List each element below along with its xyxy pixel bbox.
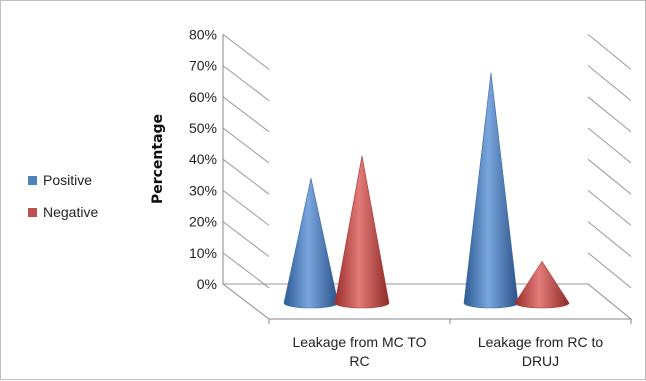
- gridline-left: [222, 96, 270, 133]
- legend-label: Positive: [43, 172, 92, 188]
- cone-body: [463, 72, 519, 309]
- y-tick-label: 30%: [189, 182, 217, 198]
- gridline-left: [222, 127, 270, 164]
- gridline-right: [587, 190, 632, 226]
- legend-swatch: [28, 208, 37, 217]
- gridline-right: [587, 158, 632, 195]
- gridline-left: [222, 221, 270, 257]
- cone-body: [283, 178, 339, 309]
- gridlines: [222, 34, 632, 320]
- gridline-left: [222, 190, 270, 226]
- y-tick-label: 40%: [189, 151, 217, 167]
- cone-body: [334, 155, 390, 309]
- gridline-right: [587, 96, 632, 133]
- category-label: RC: [349, 353, 369, 369]
- cone-negative-1: [334, 155, 390, 309]
- gridline-left: [222, 158, 270, 195]
- gridline-right: [587, 252, 632, 289]
- y-tick-label: 0%: [197, 276, 217, 292]
- gridline-right: [587, 65, 632, 101]
- y-tick-labels: 0% 10% 20% 30% 40% 50% 60% 70% 80%: [189, 26, 217, 292]
- cone-positive-1: [283, 178, 339, 309]
- gridline-left: [222, 65, 270, 101]
- legend-swatch: [28, 176, 37, 185]
- category-label: DRUJ: [522, 353, 559, 369]
- gridline-right: [587, 221, 632, 257]
- y-axis-label: Percentage: [150, 114, 166, 204]
- y-tick-label: 60%: [189, 89, 217, 105]
- gridline-right: [587, 127, 632, 164]
- y-tick-label: 50%: [189, 120, 217, 136]
- gridline-right: [587, 34, 632, 70]
- legend-item-positive: Positive: [28, 172, 92, 188]
- legend-label: Negative: [43, 204, 98, 220]
- gridline-left: [222, 252, 270, 289]
- y-tick-label: 80%: [189, 26, 217, 42]
- axes: [221, 34, 633, 324]
- cone-positive-2: [463, 72, 519, 309]
- legend: Positive Negative: [28, 172, 98, 220]
- cone-body: [514, 260, 570, 309]
- category-labels: Leakage from MC TO RC Leakage from RC to DR…: [292, 334, 603, 369]
- gridline-left: [222, 34, 270, 70]
- y-tick-label: 20%: [189, 214, 217, 230]
- category-label: Leakage from RC to: [478, 334, 603, 350]
- category-label: Leakage from MC TO: [292, 334, 426, 350]
- y-tick-label: 10%: [189, 245, 217, 261]
- cone-negative-2: [514, 260, 570, 309]
- legend-item-negative: Negative: [28, 204, 98, 220]
- cones: [283, 72, 570, 309]
- y-tick-label: 70%: [189, 58, 217, 74]
